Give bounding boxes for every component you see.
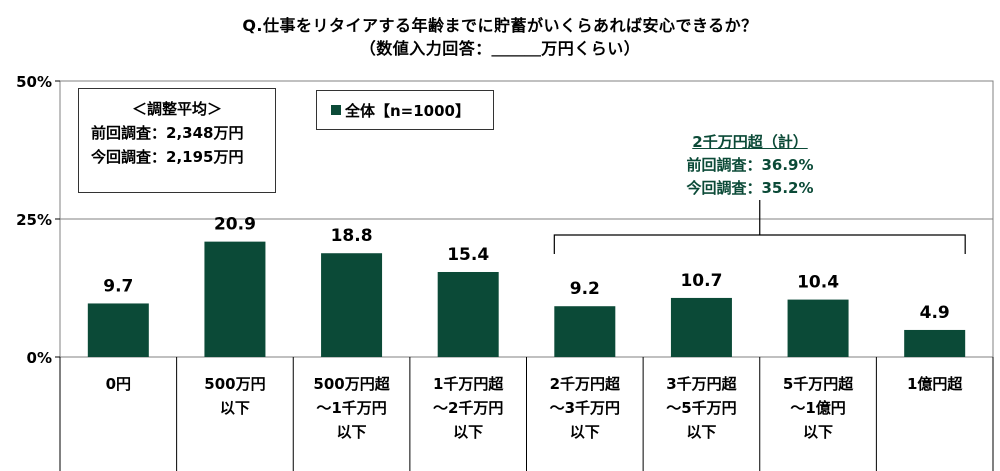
data-label: 15.4 <box>447 245 489 265</box>
category-label: 2千万円超 <box>550 375 621 393</box>
category-label: 以下 <box>686 423 716 441</box>
data-label: 20.9 <box>214 215 256 235</box>
data-label: 10.7 <box>680 271 722 291</box>
category-label: 以下 <box>570 423 600 441</box>
average-heading: ＜調整平均＞ <box>131 100 222 118</box>
legend: 全体【n=1000】 <box>316 90 494 130</box>
category-label: ～2千万円 <box>433 399 503 417</box>
legend-label: 全体【n=1000】 <box>345 101 470 120</box>
chart-subtitle: （数値入力回答：＿＿＿万円くらい） <box>359 39 641 58</box>
bar <box>670 297 732 357</box>
category-label: ～1千万円 <box>316 399 386 417</box>
bar <box>87 303 149 357</box>
group-note: 2千万円超（計） 前回調査：36.9% 今回調査：35.2% <box>630 131 870 200</box>
y-tick-label: 0% <box>27 349 52 367</box>
legend-swatch <box>331 105 341 115</box>
bar <box>554 306 616 357</box>
group-note-previous: 前回調査：36.9% <box>686 156 814 174</box>
category-label: 1千万円超 <box>433 375 504 393</box>
category-label: 0円 <box>106 375 131 393</box>
bar <box>321 253 383 357</box>
average-current: 今回調査：2,195万円 <box>91 148 244 166</box>
category-label: ～5千万円 <box>666 399 736 417</box>
category-label: ～3千万円 <box>550 399 620 417</box>
group-note-heading: 2千万円超（計） <box>692 133 808 151</box>
group-bracket <box>553 234 966 254</box>
bar <box>787 299 849 357</box>
category-label: 5千万円超 <box>783 375 854 393</box>
category-label: 以下 <box>220 399 250 417</box>
category-label: 1億円超 <box>907 375 963 393</box>
average-box: ＜調整平均＞ 前回調査：2,348万円 今回調査：2,195万円 <box>78 88 276 193</box>
bar <box>204 241 266 357</box>
category-label: ～1億円 <box>790 399 845 417</box>
y-tick-label: 25% <box>16 211 52 229</box>
group-note-current: 今回調査：35.2% <box>686 179 814 197</box>
category-label: 500万円 <box>204 375 265 393</box>
category-label: 以下 <box>337 423 367 441</box>
bar <box>437 271 499 357</box>
y-tick-label: 50% <box>16 73 52 91</box>
category-label: 以下 <box>803 423 833 441</box>
data-label: 10.4 <box>797 273 839 293</box>
data-label: 9.7 <box>103 276 133 296</box>
data-label: 4.9 <box>920 303 950 323</box>
chart-title: Q.仕事をリタイアする年齢までに貯蓄がいくらあれば安心できるか？ <box>242 16 758 35</box>
category-label: 3千万円超 <box>666 375 737 393</box>
average-previous: 前回調査：2,348万円 <box>91 124 244 142</box>
data-label: 18.8 <box>331 226 373 246</box>
category-label: 500万円超 <box>313 375 390 393</box>
bar <box>904 329 966 357</box>
data-label: 9.2 <box>570 279 600 299</box>
category-label: 以下 <box>453 423 483 441</box>
